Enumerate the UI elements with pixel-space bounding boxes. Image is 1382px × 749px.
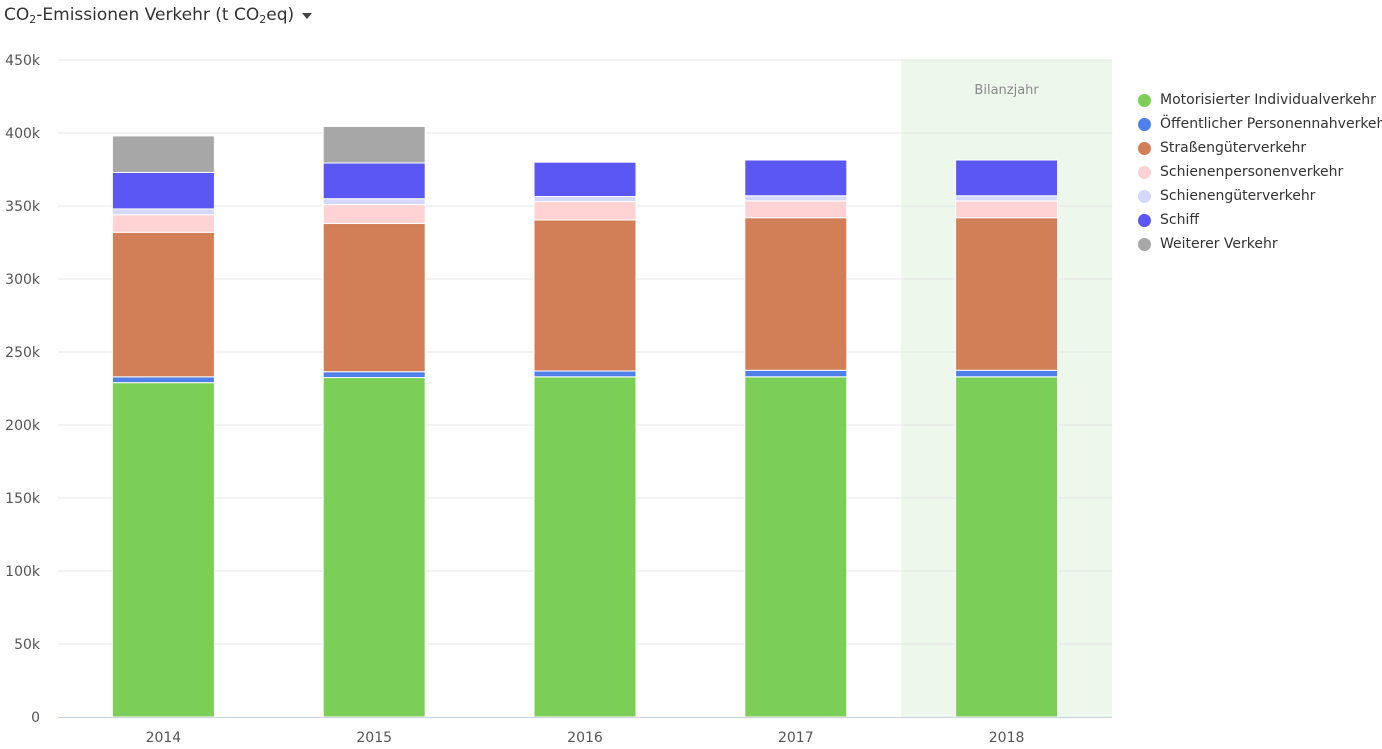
bar-segment[interactable] [111,214,215,233]
bar-segment[interactable] [533,376,637,718]
bar-segment[interactable] [533,201,637,221]
bar-segment[interactable] [744,217,848,371]
bar-segment[interactable] [322,223,426,373]
legend-dot-icon [1138,213,1151,227]
x-tick-label: 2014 [146,730,182,746]
legend-item[interactable]: Motorisierter Individualverkehr [1138,88,1382,112]
y-tick-label: 150k [5,491,41,507]
bar-segment[interactable] [744,376,848,718]
chart-title: CO2-Emissionen Verkehr (t CO2eq) [4,5,295,26]
bar-segment[interactable] [322,204,426,225]
chart-title-dropdown[interactable]: CO2-Emissionen Verkehr (t CO2eq) [4,2,313,28]
bar-segment[interactable] [111,231,215,378]
bar-segment[interactable] [955,159,1059,197]
legend-label: Schienenpersonenverkehr [1160,164,1344,180]
bar-segment[interactable] [111,135,215,173]
legend-dot-icon [1138,93,1151,107]
bar-segment[interactable] [111,171,215,210]
y-tick-label: 450k [5,53,41,69]
legend-item[interactable]: Weiterer Verkehr [1138,232,1382,256]
bar-segment[interactable] [533,161,637,198]
bar-segment[interactable] [955,195,1059,202]
y-tick-label: 50k [14,637,41,653]
legend-label: Straßengüterverkehr [1160,140,1307,156]
legend-label: Schienengüterverkehr [1160,188,1316,204]
legend-dot-icon [1138,237,1151,251]
x-tick-label: 2015 [356,730,392,746]
legend-label: Öffentlicher Personennahverkehr [1160,116,1382,132]
bar-segment[interactable] [322,371,426,379]
legend-label: Motorisierter Individualverkehr [1160,92,1376,108]
legend-item[interactable]: Schienenpersonenverkehr [1138,160,1382,184]
y-tick-label: 350k [5,199,41,215]
bar-segment[interactable] [744,200,848,219]
y-tick-label: 0 [31,710,40,726]
bar-segment[interactable] [533,196,637,203]
chart-legend: Motorisierter Individualverkehr Öffentlic… [1138,88,1382,256]
y-tick-label: 300k [5,272,41,288]
bar-segment[interactable] [533,370,637,378]
bar-segment[interactable] [744,195,848,202]
bar-segment[interactable] [955,376,1059,718]
bar-segment[interactable] [111,376,215,384]
bar-segment[interactable] [533,219,637,372]
highlight-label: Bilanzjahr [974,83,1039,98]
y-tick-label: 200k [5,418,41,434]
bar-segment[interactable] [955,217,1059,371]
legend-dot-icon [1138,189,1151,203]
y-tick-label: 250k [5,345,41,361]
bar-segment[interactable] [955,369,1059,378]
x-tick-label: 2016 [567,730,603,746]
legend-dot-icon [1138,117,1151,131]
x-tick-label: 2018 [989,730,1025,746]
legend-dot-icon [1138,141,1151,155]
bar-segment[interactable] [955,200,1059,219]
x-tick-label: 2017 [778,730,814,746]
bar-segment[interactable] [322,162,426,200]
y-tick-label: 100k [5,564,41,580]
caret-down-icon[interactable] [302,13,313,19]
bar-segment[interactable] [111,208,215,216]
legend-item[interactable]: Schiff [1138,208,1382,232]
legend-label: Weiterer Verkehr [1160,236,1278,252]
legend-item[interactable]: Schienengüterverkehr [1138,184,1382,208]
bar-segment[interactable] [322,125,426,164]
bar-segment[interactable] [744,369,848,378]
legend-item[interactable]: Öffentlicher Personennahverkehr [1138,112,1382,136]
legend-label: Schiff [1160,212,1199,228]
bar-segment[interactable] [322,377,426,718]
bar-segment[interactable] [322,198,426,206]
bar-segment[interactable] [111,382,215,718]
legend-item[interactable]: Straßengüterverkehr [1138,136,1382,160]
y-tick-label: 400k [5,126,41,142]
bar-segment[interactable] [744,159,848,197]
legend-dot-icon [1138,165,1151,179]
